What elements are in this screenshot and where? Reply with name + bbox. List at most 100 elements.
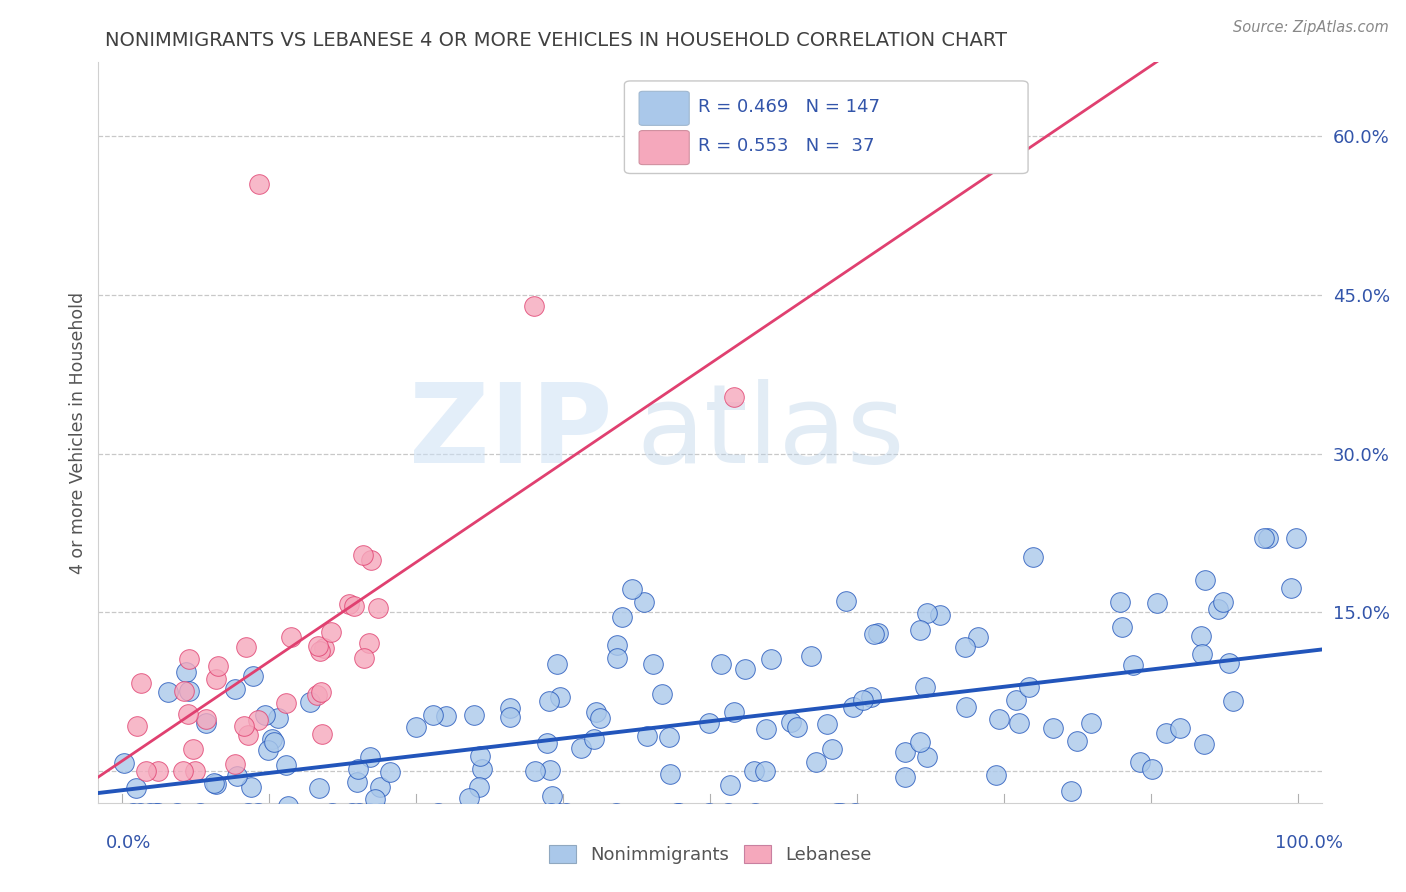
Point [1279, 581, 1302, 595]
Point [550, 690, 572, 705]
Text: 0.0%: 0.0% [105, 834, 150, 852]
Point [1109, 595, 1132, 609]
Point [225, 769, 247, 783]
Point [953, 640, 976, 654]
Point [908, 734, 931, 748]
Point [1129, 755, 1152, 769]
Point [1066, 733, 1088, 747]
Point [166, 806, 188, 821]
Point [605, 638, 627, 652]
Point [547, 806, 569, 821]
Point [1285, 532, 1308, 546]
Point [1060, 784, 1083, 798]
Point [842, 699, 865, 714]
Point [835, 594, 858, 608]
Point [468, 780, 491, 794]
Point [540, 764, 562, 778]
Point [621, 582, 644, 597]
Point [844, 806, 866, 821]
Point [468, 748, 491, 763]
Point [1008, 715, 1031, 730]
Point [744, 806, 766, 821]
Text: ZIP: ZIP [409, 379, 612, 486]
Point [815, 717, 838, 731]
Point [723, 705, 745, 719]
Point [463, 708, 485, 723]
Text: R = 0.553   N =  37: R = 0.553 N = 37 [697, 137, 875, 155]
Point [139, 806, 162, 821]
Point [224, 756, 246, 771]
Point [606, 650, 628, 665]
Point [540, 789, 562, 804]
Point [1080, 716, 1102, 731]
Point [309, 684, 332, 698]
Point [1042, 721, 1064, 735]
Point [148, 764, 170, 778]
FancyBboxPatch shape [640, 91, 689, 126]
Point [821, 742, 844, 756]
Point [1111, 620, 1133, 634]
Point [1156, 726, 1178, 740]
Point [321, 806, 343, 821]
Point [1140, 762, 1163, 776]
Point [523, 299, 546, 313]
Point [569, 741, 592, 756]
Point [277, 799, 299, 814]
Point [195, 716, 218, 731]
Point [723, 390, 745, 404]
Point [1208, 602, 1230, 616]
Point [380, 764, 402, 779]
Text: NONIMMIGRANTS VS LEBANESE 4 OR MORE VEHICLES IN HOUSEHOLD CORRELATION CHART: NONIMMIGRANTS VS LEBANESE 4 OR MORE VEHI… [105, 31, 1008, 50]
Point [357, 806, 380, 821]
Point [204, 777, 226, 791]
Point [651, 687, 673, 701]
Point [236, 806, 259, 821]
Point [353, 651, 375, 665]
Point [471, 762, 494, 776]
Point [312, 641, 335, 656]
Point [668, 806, 690, 821]
Point [112, 756, 135, 770]
Point [177, 683, 200, 698]
FancyBboxPatch shape [640, 130, 689, 165]
Point [1191, 648, 1213, 662]
Point [177, 706, 200, 721]
Point [697, 806, 720, 821]
Point [346, 775, 368, 789]
Point [780, 714, 803, 729]
Point [253, 708, 276, 723]
Point [866, 626, 889, 640]
FancyBboxPatch shape [624, 81, 1028, 173]
Point [966, 630, 988, 644]
Point [347, 806, 370, 821]
Point [352, 548, 374, 562]
Point [146, 806, 169, 821]
Point [555, 806, 578, 821]
Point [804, 755, 827, 769]
Point [343, 599, 366, 614]
Point [915, 606, 938, 620]
Point [307, 639, 329, 653]
Point [582, 731, 605, 746]
Y-axis label: 4 or more Vehicles in Household: 4 or more Vehicles in Household [69, 292, 87, 574]
Point [1018, 680, 1040, 694]
Point [434, 709, 457, 723]
Point [205, 672, 228, 686]
Point [540, 806, 562, 821]
Point [263, 734, 285, 748]
Point [128, 806, 150, 821]
Text: R = 0.469   N = 147: R = 0.469 N = 147 [697, 98, 880, 116]
Point [280, 630, 302, 644]
Point [986, 768, 1008, 782]
Point [188, 806, 211, 821]
Point [181, 741, 204, 756]
Point [370, 780, 392, 794]
Point [612, 609, 634, 624]
Point [207, 658, 229, 673]
Point [236, 728, 259, 742]
Point [915, 750, 938, 764]
Point [247, 713, 270, 727]
Point [852, 693, 875, 707]
Point [319, 624, 342, 639]
Point [239, 780, 262, 794]
